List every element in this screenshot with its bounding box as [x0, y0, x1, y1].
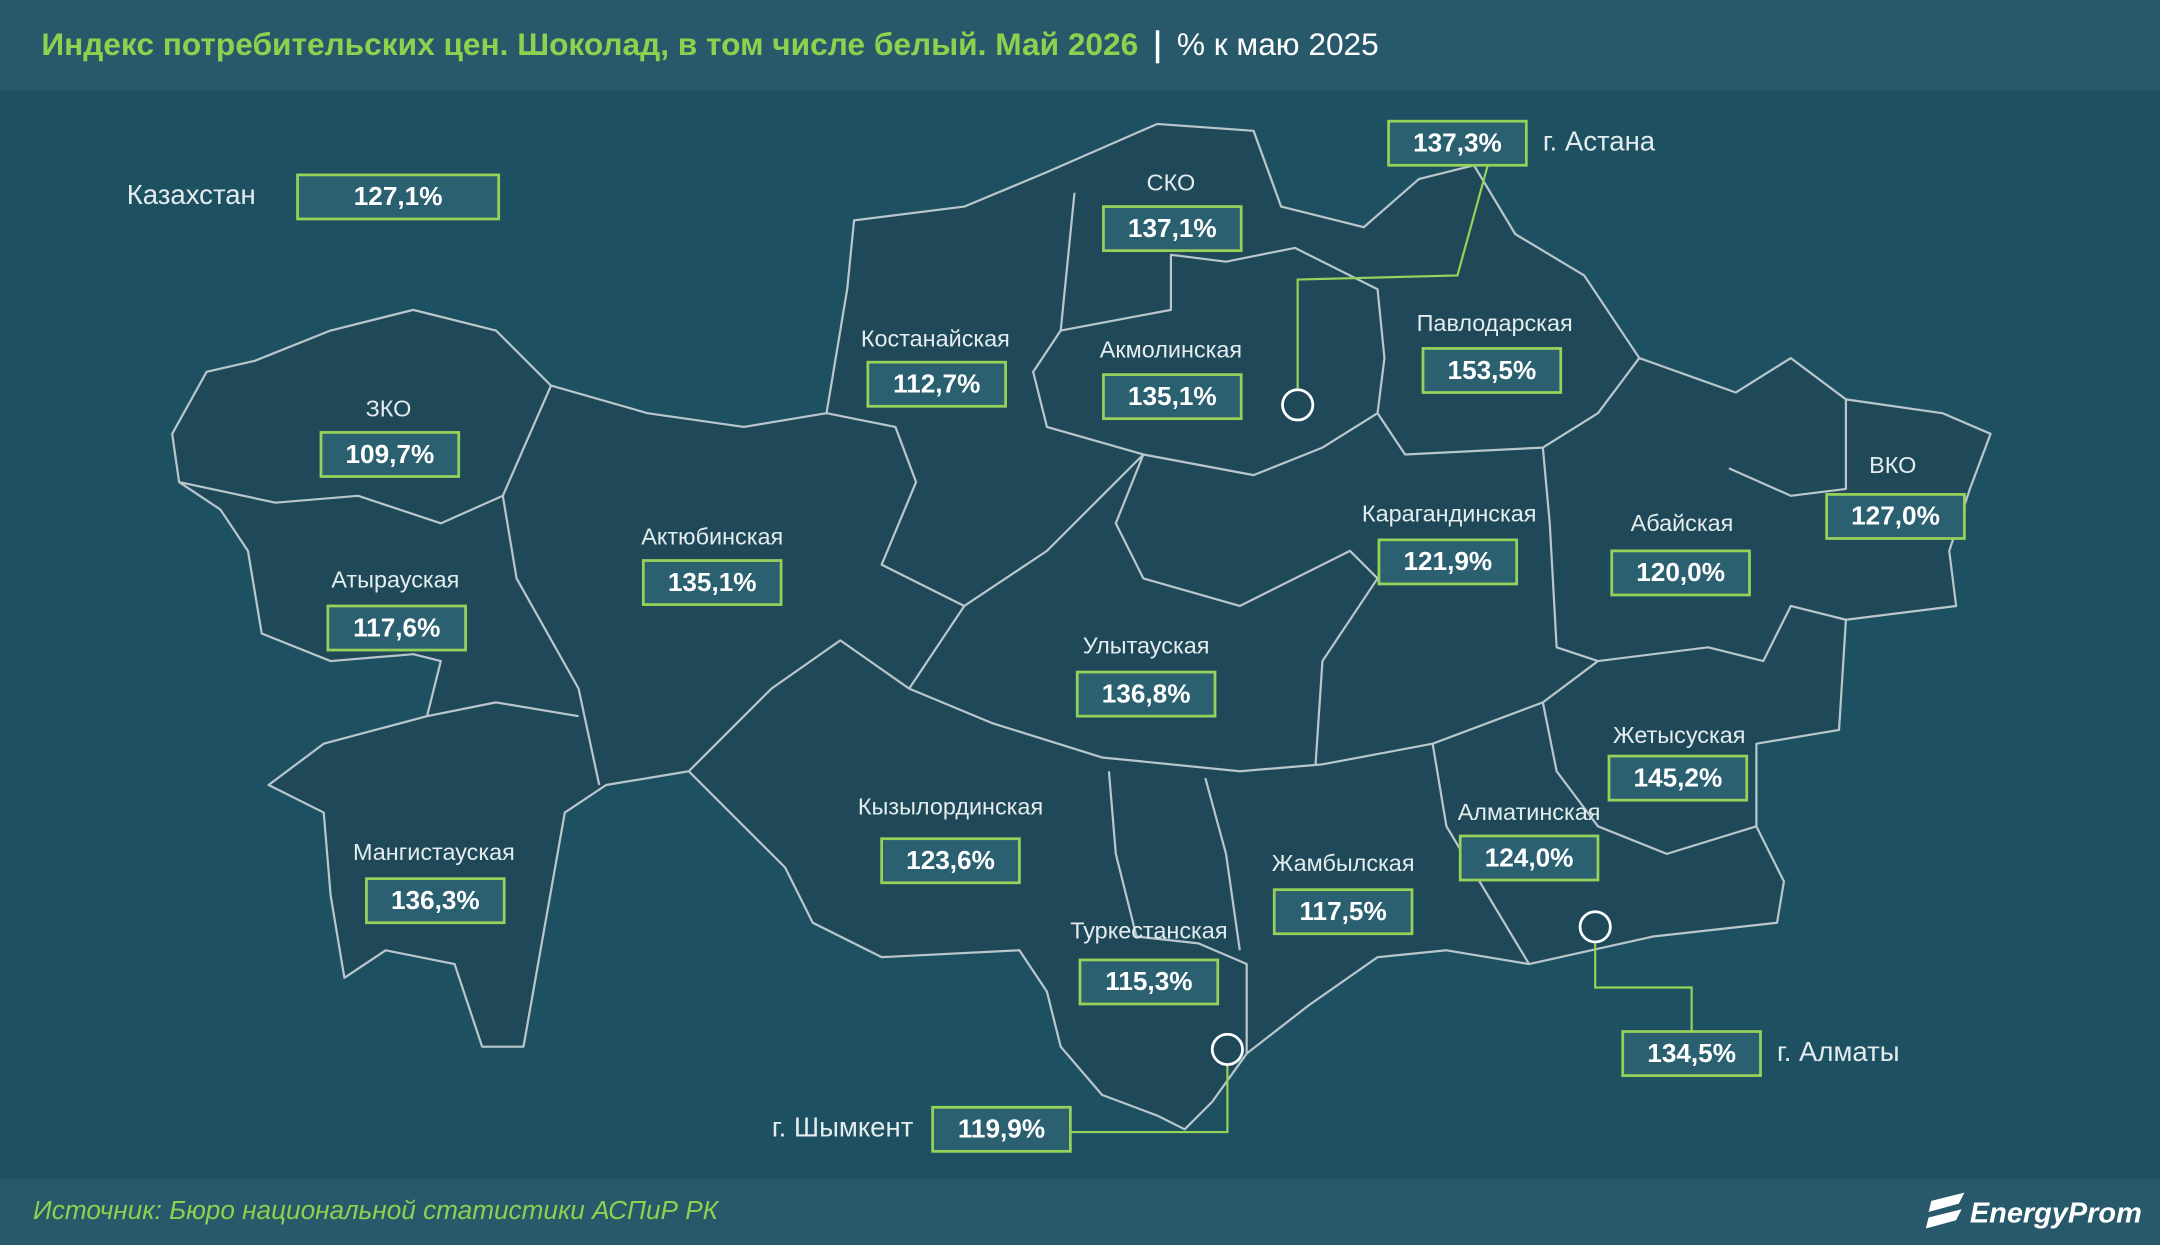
region-border	[1597, 604, 1847, 663]
city-name: г. Астана	[1543, 126, 1656, 157]
value-label: 135,1%	[1128, 381, 1217, 411]
value-label: 121,9%	[1403, 546, 1492, 576]
value-box	[1102, 373, 1243, 421]
city-marker	[1281, 388, 1315, 422]
country-name: Казахстан	[127, 179, 256, 210]
value-box	[866, 360, 1007, 408]
header-band	[0, 0, 2160, 91]
region-border	[1728, 399, 1848, 497]
value-box	[326, 604, 467, 652]
logo: EnergyProm	[1925, 1192, 2142, 1229]
value-label: 112,7%	[893, 369, 980, 399]
value-label: 115,3%	[1105, 966, 1192, 996]
region-name: Жамбылская	[1272, 850, 1415, 876]
value-box	[1421, 347, 1563, 394]
value-box	[1078, 958, 1220, 1006]
region-border	[1114, 454, 1379, 765]
leader-line	[1594, 943, 1693, 1032]
region-name: Акмолинская	[1100, 336, 1242, 362]
value-box	[319, 431, 461, 478]
region-border	[501, 495, 601, 786]
logo-text: EnergyProm	[1970, 1197, 2142, 1229]
value-box	[880, 837, 1021, 885]
region-border	[426, 701, 579, 718]
value-label: 123,6%	[906, 845, 995, 875]
region-name: Атырауская	[331, 566, 459, 592]
region-border	[178, 385, 553, 525]
region-name: Карагандинская	[1362, 500, 1536, 526]
value-label: 117,6%	[353, 612, 440, 642]
region-name: Павлодарская	[1417, 310, 1573, 336]
value-label: 127,1%	[354, 181, 443, 211]
title: Индекс потребительских цен. Шоколад, в т…	[41, 26, 1138, 62]
value-label: 153,5%	[1448, 355, 1537, 385]
value-box	[1272, 888, 1414, 936]
value-box	[1458, 834, 1600, 882]
city-name: г. Алматы	[1777, 1036, 1899, 1067]
leader-line	[1296, 164, 1489, 389]
city-name: г. Шымкент	[772, 1112, 914, 1143]
value-box	[296, 173, 501, 221]
region-name: Актюбинская	[641, 524, 783, 550]
region-border	[1541, 702, 1757, 855]
value-label: 124,0%	[1485, 842, 1574, 872]
value-box	[1102, 205, 1243, 253]
region-name: Жетысуская	[1613, 722, 1745, 748]
region-name: СКО	[1147, 170, 1195, 196]
value-box	[1377, 538, 1519, 586]
value-label: 119,9%	[958, 1114, 1045, 1144]
labels: Казахстан 127,1% СКО 137,1% Костанайская 112,…	[127, 119, 1966, 1153]
value-label: 109,7%	[345, 439, 434, 469]
value-label: 134,5%	[1647, 1038, 1736, 1068]
region-name: Кызылординская	[858, 794, 1043, 820]
region-name: Улытауская	[1083, 632, 1210, 658]
footer-band	[0, 1178, 2160, 1245]
region-name: ВКО	[1869, 452, 1916, 478]
region-border	[963, 192, 1145, 607]
value-box	[1387, 119, 1528, 167]
value-box	[641, 559, 783, 606]
value-label: 145,2%	[1633, 762, 1722, 792]
value-label: 135,1%	[668, 567, 757, 597]
region-name: Туркестанская	[1070, 918, 1227, 944]
value-box	[1607, 754, 1749, 802]
region-border	[1060, 246, 1386, 477]
leader-line	[1070, 1065, 1229, 1134]
city-marker	[1210, 1032, 1244, 1066]
value-box	[1825, 493, 1966, 540]
value-box	[1610, 549, 1751, 597]
value-box	[365, 877, 506, 925]
value-label: 137,1%	[1128, 213, 1217, 243]
value-label: 127,0%	[1851, 501, 1940, 531]
value-box	[1621, 1030, 1762, 1077]
region-name: Костанайская	[861, 325, 1010, 351]
value-label: 120,0%	[1636, 557, 1725, 587]
value-label: 136,8%	[1102, 678, 1191, 708]
value-box	[1075, 670, 1217, 718]
subtitle: % к маю 2025	[1177, 26, 1379, 62]
region-border	[1204, 777, 1241, 951]
value-label: 136,3%	[391, 885, 480, 915]
source: Источник: Бюро национальной статистики А…	[33, 1195, 720, 1225]
region-name: Алматинская	[1458, 799, 1601, 825]
city-marker	[1578, 910, 1612, 944]
value-label: 137,3%	[1413, 128, 1502, 158]
logo-icon	[1925, 1192, 1965, 1229]
region-name: ЗКО	[366, 396, 412, 422]
region-name: Абайская	[1631, 510, 1734, 536]
region-name: Мангистауская	[353, 839, 515, 865]
region-border	[1107, 771, 1248, 1054]
value-label: 117,5%	[1299, 896, 1386, 926]
value-box	[931, 1105, 1072, 1153]
